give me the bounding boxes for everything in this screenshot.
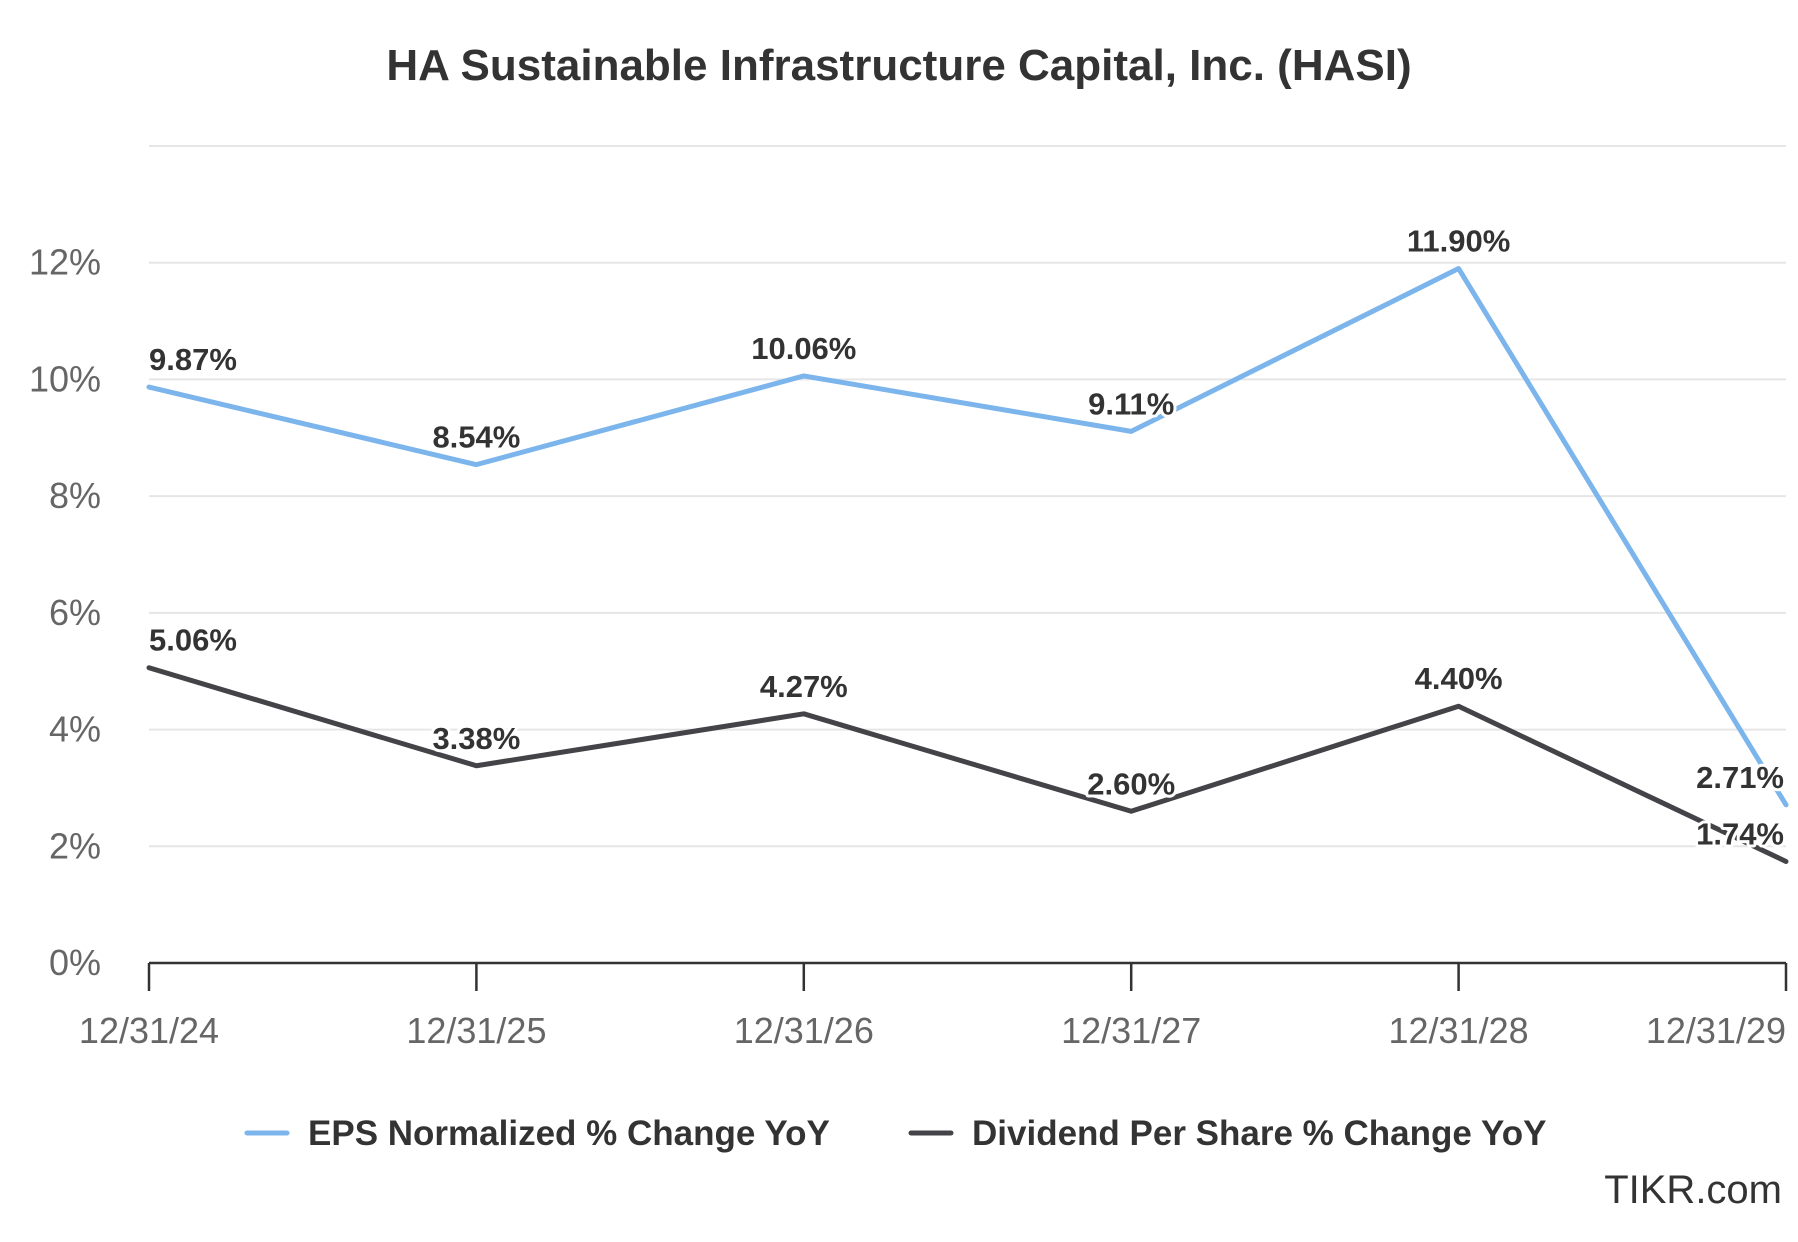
y-tick-label: 0% — [49, 942, 101, 983]
data-label: 4.27% — [760, 669, 848, 704]
data-label: 9.11% — [1088, 386, 1174, 421]
data-label: 5.06% — [149, 623, 237, 658]
legend-label-dividend: Dividend Per Share % Change YoY — [972, 1114, 1546, 1153]
legend[interactable]: EPS Normalized % Change YoY Dividend Per… — [244, 1114, 1546, 1153]
legend-label-eps: EPS Normalized % Change YoY — [308, 1114, 830, 1153]
y-tick-label: 10% — [29, 358, 101, 399]
data-label: 9.87% — [149, 342, 237, 377]
data-label: 2.60% — [1087, 766, 1175, 801]
x-tick-label: 12/31/27 — [1061, 1010, 1201, 1051]
x-axis: 12/31/24 12/31/25 12/31/26 12/31/27 12/31/28… — [79, 961, 1788, 1051]
y-tick-label: 4% — [49, 709, 101, 750]
y-tick-label: 6% — [49, 592, 101, 633]
data-label: 8.54% — [432, 420, 520, 455]
data-labels: 9.87% 8.54% 10.06% 9.11% 11.90% 2.71% 5.06% 3.3… — [146, 221, 1787, 855]
x-tick-label: 12/31/28 — [1389, 1010, 1529, 1051]
credit-text: TIKR.com — [1604, 1168, 1782, 1212]
series-line-dividend — [146, 665, 1789, 864]
gridlines — [149, 145, 1786, 848]
x-tick-label: 12/31/24 — [79, 1010, 219, 1051]
x-tick-label: 12/31/26 — [734, 1010, 874, 1051]
data-label: 2.71% — [1696, 760, 1784, 795]
y-tick-label: 2% — [49, 825, 101, 866]
x-tick-label: 12/31/25 — [406, 1010, 546, 1051]
data-label: 10.06% — [751, 331, 856, 366]
series-line-eps — [146, 266, 1789, 808]
data-label: 4.40% — [1415, 661, 1503, 696]
y-tick-label: 12% — [29, 242, 101, 283]
data-label: 3.38% — [432, 721, 520, 756]
data-label: 1.74% — [1696, 816, 1784, 851]
legend-item-dividend[interactable]: Dividend Per Share % Change YoY — [908, 1114, 1546, 1153]
legend-item-eps[interactable]: EPS Normalized % Change YoY — [244, 1114, 830, 1153]
y-tick-label: 8% — [49, 475, 101, 516]
chart-title: HA Sustainable Infrastructure Capital, I… — [386, 41, 1411, 90]
y-axis: 0% 2% 4% 6% 8% 10% 12% — [29, 242, 101, 983]
series-group — [146, 266, 1789, 864]
x-tick-label: 12/31/29 — [1646, 1010, 1786, 1051]
data-label: 11.90% — [1407, 224, 1510, 259]
